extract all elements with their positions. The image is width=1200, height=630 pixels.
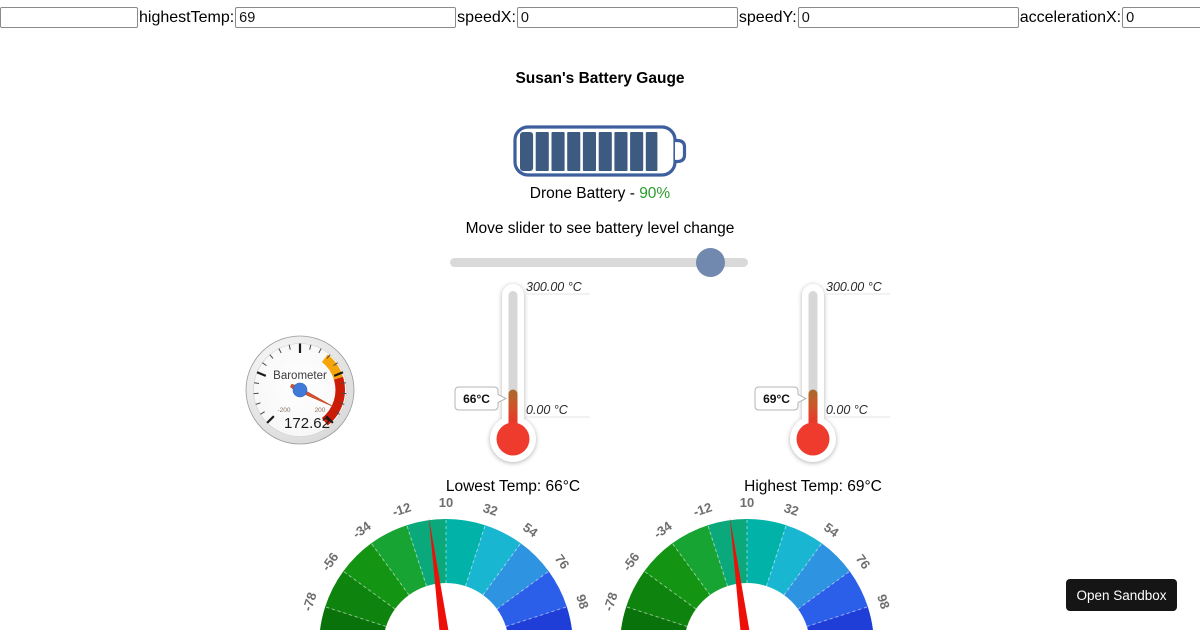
battery-slider-thumb[interactable] — [696, 248, 725, 277]
highest-temp-gauge — [599, 494, 894, 630]
barometer-hub — [292, 382, 308, 398]
barometer-min-label: -200 — [277, 407, 290, 414]
open-sandbox-button[interactable]: Open Sandbox — [1066, 579, 1177, 611]
speed-x-input[interactable] — [516, 7, 738, 28]
highest-temp-caption: Highest Temp: 69°C — [744, 478, 882, 495]
slider-caption: Move slider to see battery level change — [465, 220, 735, 237]
battery-caption-text: Drone Battery - — [529, 185, 640, 202]
barometer-ticks — [253, 343, 347, 424]
thermometer-highest: 69°C — [754, 279, 891, 462]
thermo-tooltip-value: 69°C — [763, 392, 790, 406]
battery-percent: 90% — [639, 185, 671, 202]
thermo-tooltip — [454, 386, 508, 411]
battery-caption: Drone Battery - 90% — [0, 185, 1200, 203]
battery-gauge — [513, 125, 687, 177]
barometer-value: 172.62 — [284, 415, 330, 432]
unlabeled-input[interactable] — [0, 7, 138, 28]
highest-temp-input[interactable] — [235, 7, 457, 28]
acceleration-x-label: accelerationX: — [1019, 8, 1122, 26]
speed-x-label: speedX: — [457, 8, 516, 26]
thermometer-lowest: 66°C — [454, 279, 591, 462]
thermo-tooltip-value: 66°C — [463, 392, 490, 406]
speed-y-input[interactable] — [797, 7, 1019, 28]
barometer-max-label: 200 — [315, 407, 326, 414]
lowest-temp-gauge — [298, 494, 593, 630]
sensor-input-bar: highestTemp: speedX: speedY: acceleratio… — [0, 7, 1200, 28]
battery-terminal — [675, 138, 687, 164]
barometer-gauge: Barometer -200 200 172.62 — [245, 335, 355, 445]
battery-bars — [520, 132, 658, 171]
barometer-title: Barometer — [273, 370, 327, 382]
page-title: Susan's Battery Gauge — [515, 70, 685, 87]
battery-slider-track[interactable] — [450, 258, 748, 267]
highest-temp-label: highestTemp: — [139, 8, 235, 26]
acceleration-x-input[interactable] — [1122, 7, 1200, 28]
speed-y-label: speedY: — [738, 8, 797, 26]
lowest-temp-caption: Lowest Temp: 66°C — [445, 478, 581, 495]
thermo-tooltip — [754, 386, 808, 411]
